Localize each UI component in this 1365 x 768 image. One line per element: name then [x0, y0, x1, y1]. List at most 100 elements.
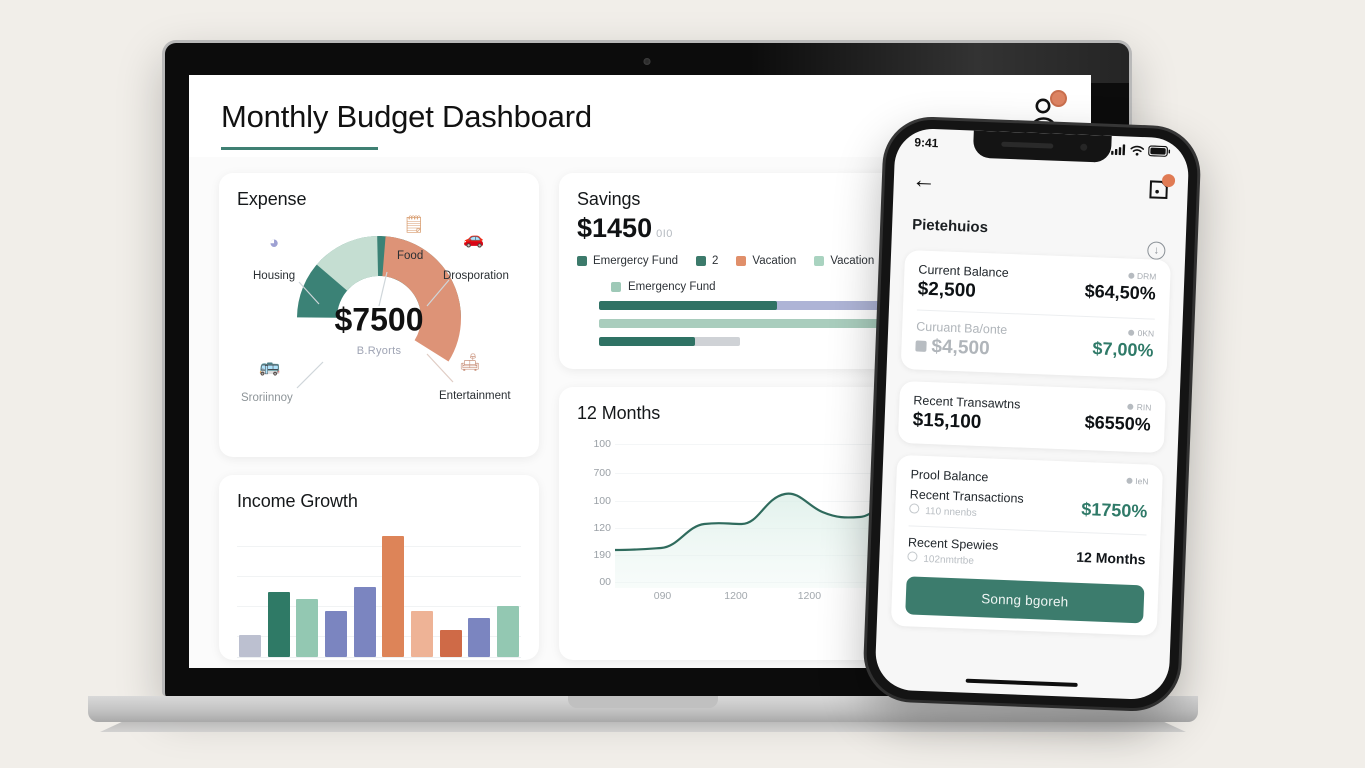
back-arrow-icon[interactable]: ← [911, 166, 937, 195]
cellular-signal-icon [1111, 144, 1126, 156]
meta-dot-icon [1127, 272, 1135, 279]
sub-balance-value: $4,500 [915, 335, 1007, 360]
phone-device: 9:41 [864, 118, 1200, 710]
legend-label: Vacation [752, 255, 797, 267]
x-tick: 1200 [797, 590, 822, 602]
document-icon[interactable] [1147, 173, 1176, 201]
meta-label: IeN [1135, 476, 1149, 487]
bar-item [296, 598, 319, 657]
legend-item: Vacation [814, 255, 874, 267]
bar-item [353, 586, 376, 657]
bar-item [496, 606, 519, 657]
balance-percent: $64,50% [1084, 280, 1157, 304]
legend-swatch [814, 256, 825, 266]
phone-card-list: Current Balance $2,500 DRM $64,50% [890, 250, 1172, 636]
meta-dot-icon [1127, 403, 1134, 410]
balance-meta: DRM [1085, 269, 1157, 282]
progress-fill [599, 337, 695, 346]
list-item-left: Recent Transactions 110 nnenbs [909, 487, 1024, 520]
savings-amount-value: $1450 [577, 213, 653, 243]
legend-swatch [736, 256, 747, 266]
sublegend-swatch [611, 282, 621, 292]
bar-item [468, 618, 491, 657]
list-item-left: Recent Spewies 102nmtrtbe [907, 535, 999, 567]
bar-item [267, 591, 290, 657]
y-tick: 00 [599, 576, 611, 588]
income-growth-card: Income Growth [219, 475, 539, 660]
x-tick: 090 [653, 590, 672, 602]
donut-svg [297, 236, 461, 400]
entertainment-icon: 🛋 [459, 353, 481, 372]
balance-right: DRM $64,50% [1084, 269, 1156, 305]
radio-icon[interactable] [909, 503, 920, 514]
card-divider [908, 525, 1147, 536]
current-balance-card[interactable]: Current Balance $2,500 DRM $64,50% [900, 250, 1172, 380]
recent-transactions-summary-card[interactable]: Recent Transawtns $15,100 RIN $6550% [897, 380, 1166, 454]
meta-label: 0KN [1137, 327, 1155, 339]
savings-amount-suffix: 0I0 [656, 228, 673, 240]
food-icon: 🗒 [403, 215, 425, 234]
legend-label: Emergercy Fund [593, 255, 679, 267]
list-item[interactable]: Recent Spewies 102nmtrtbe 12 Months [907, 535, 1146, 573]
progress-bar [599, 319, 976, 328]
home-indicator [965, 678, 1078, 687]
notification-badge [1050, 90, 1067, 107]
legend-swatch [696, 256, 707, 266]
meta-label: RIN [1136, 402, 1152, 413]
donut-callout-lines [296, 271, 454, 389]
pool-header-row: Prool Balance IeN [910, 467, 1148, 490]
sub-balance-row: Curuant Ba/onte $4,500 0KN $7,00% [915, 319, 1154, 366]
info-circle-icon[interactable]: ↓ [1147, 241, 1166, 260]
legend-label: 2 [712, 255, 719, 267]
y-tick: 100 [593, 495, 611, 507]
expense-card-title: Expense [237, 189, 307, 209]
phone-nav-bar: ← [893, 160, 1188, 211]
list-item[interactable]: Recent Transactions 110 nnenbs $1750% [909, 487, 1148, 525]
page-title: Monthly Budget Dashboard [221, 99, 592, 134]
pie-label-entertainment: Entertainment [439, 390, 511, 402]
webcam-icon [643, 58, 651, 65]
y-tick: 190 [593, 549, 611, 561]
y-tick: 120 [593, 522, 611, 534]
y-tick: 100 [593, 438, 611, 450]
radio-icon[interactable] [907, 551, 918, 562]
income-card-title: Income Growth [237, 491, 358, 511]
housing-pie-icon: ◕ [269, 233, 280, 252]
transactions-left: Recent Transawtns $15,100 [912, 393, 1020, 435]
expense-card: Expense [219, 173, 539, 457]
pool-balance-card[interactable]: Prool Balance IeN Recent Transactions 11… [890, 454, 1164, 636]
pie-label-housing: Housing [253, 270, 296, 282]
sublegend-label: Emergency Fund [628, 281, 716, 293]
status-time: 9:41 [914, 134, 939, 150]
transactions-right: RIN $6550% [1084, 400, 1151, 436]
transactions-row: Recent Transawtns $15,100 RIN $6550% [912, 393, 1151, 440]
bar-x-axis-labels: 2 2 3 6 0 6 2 6 6 1 [237, 658, 521, 660]
legend-swatch [577, 256, 587, 266]
legend-item: Vacation [736, 255, 796, 267]
status-indicators [1111, 144, 1171, 157]
document-badge [1161, 173, 1176, 188]
bar-item [239, 635, 261, 657]
list-item-sub-text: 102nmtrtbe [923, 553, 975, 567]
balance-row: Current Balance $2,500 DRM $64,50% [917, 263, 1156, 310]
phone-status-bar: 9:41 [895, 128, 1190, 166]
balance-label: Current Balance [918, 262, 1009, 280]
list-item-value: $1750% [1080, 498, 1148, 522]
bus-icon: 🚌 [259, 357, 281, 376]
saving-goal-button[interactable]: Sonng bgoreh [905, 576, 1145, 624]
trend-card-title: 12 Months [577, 403, 661, 423]
document-glyph-icon [1149, 180, 1168, 200]
balance-value: $2,500 [917, 278, 977, 302]
donut-center-sublabel: B.Ryorts [356, 345, 402, 357]
sub-balance-meta: 0KN [1093, 326, 1155, 339]
card-divider [916, 309, 1155, 320]
legend-label: Vacation [830, 255, 875, 267]
phone-screen: 9:41 [874, 127, 1190, 701]
laptop-base-foot [100, 722, 1186, 732]
list-item-sub: 110 nnenbs [909, 503, 1023, 520]
phone-notch [972, 130, 1112, 163]
transport-car-icon: 🚗 [463, 229, 485, 248]
list-item-label: Recent Transactions [909, 487, 1024, 506]
savings-legend: Emergercy Fund 2 Vacation [577, 255, 1053, 267]
